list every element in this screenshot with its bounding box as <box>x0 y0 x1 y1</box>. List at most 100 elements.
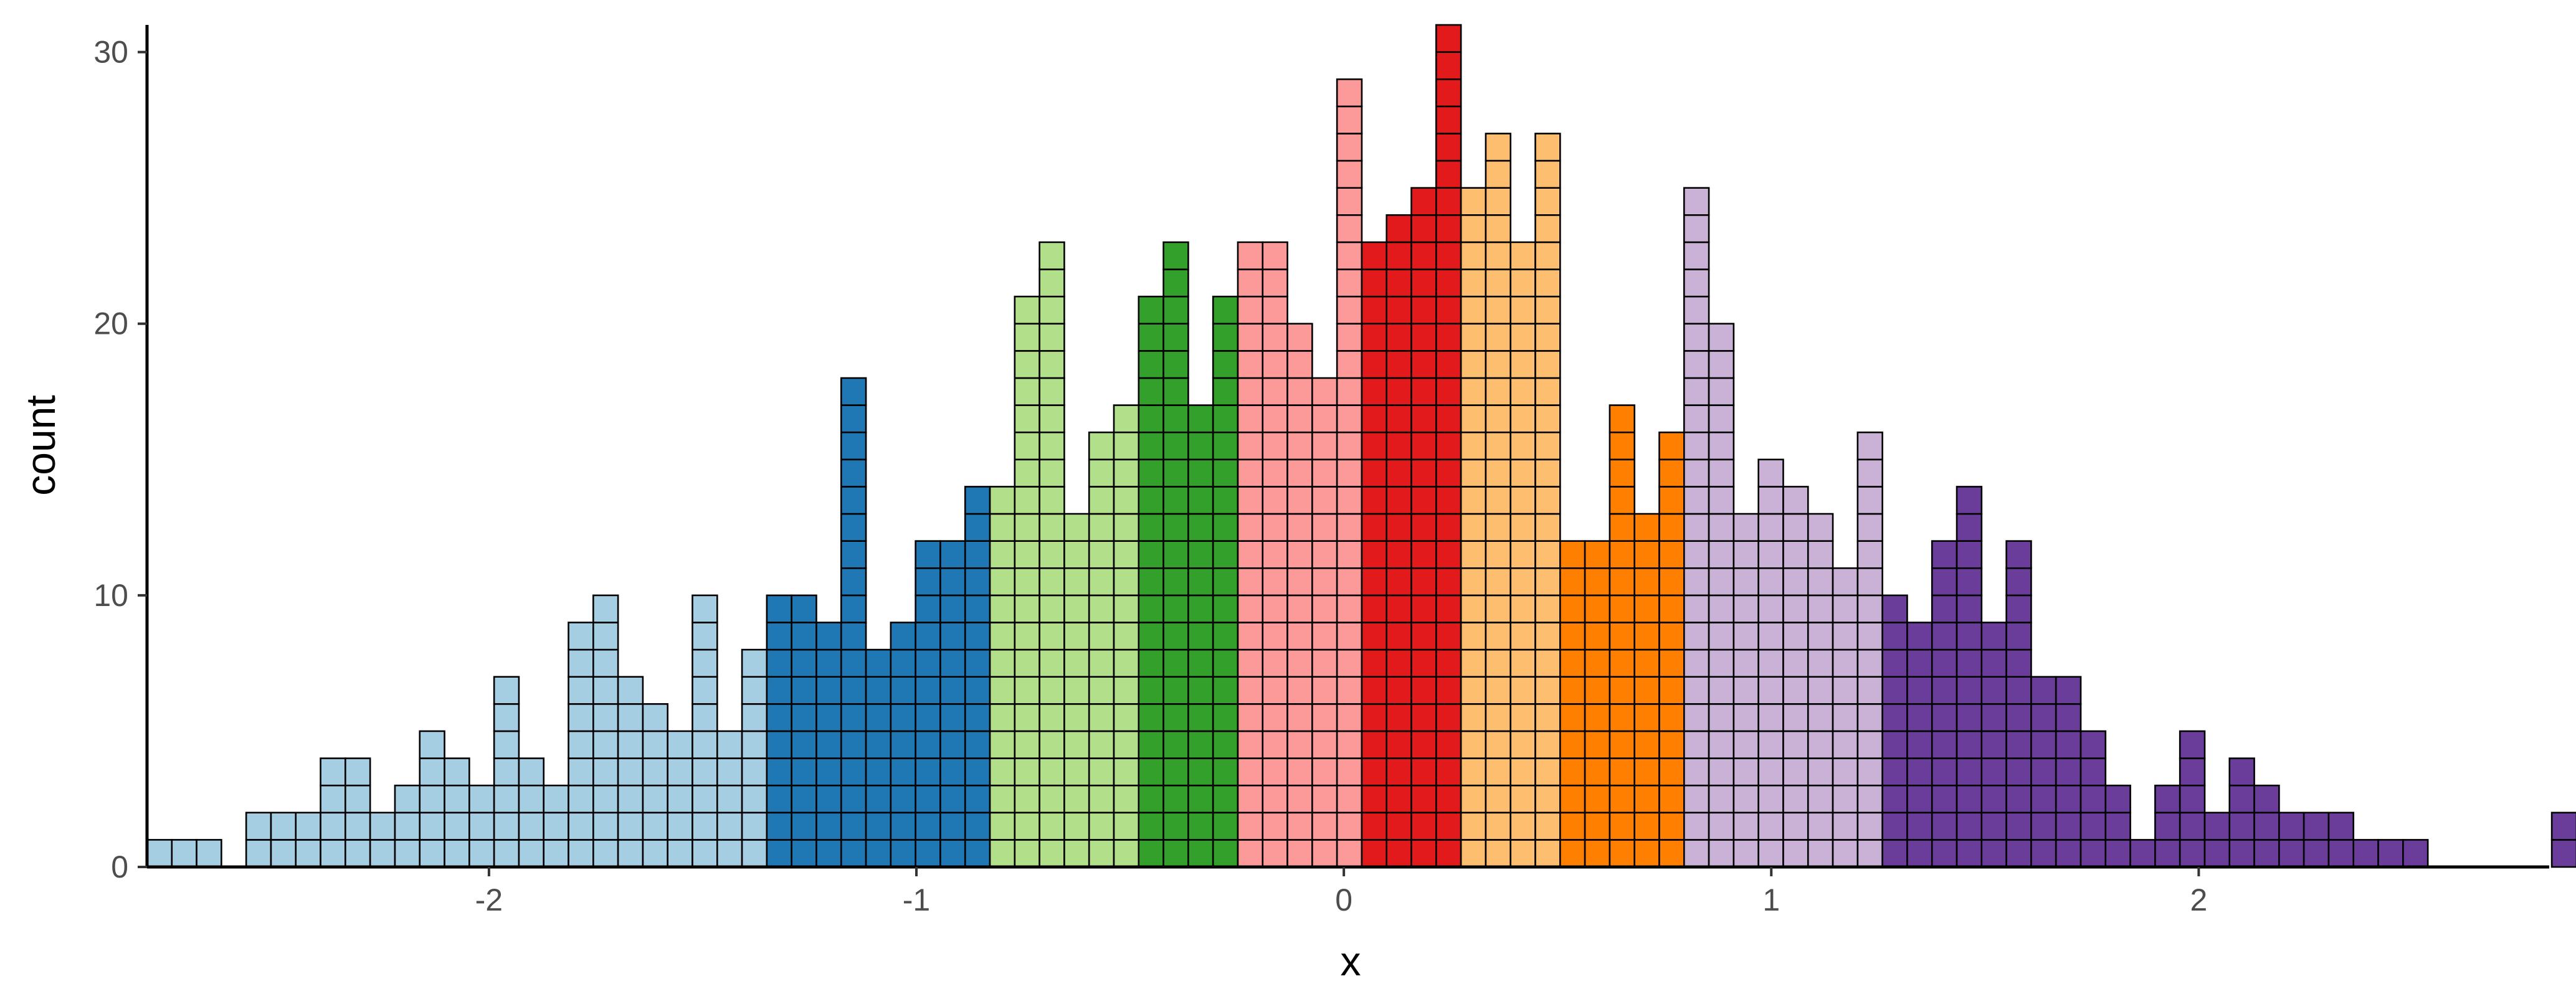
bar-cell <box>1187 622 1214 651</box>
bar-cell <box>1262 268 1288 298</box>
bar-cell <box>1063 730 1090 759</box>
bar-cell <box>394 839 421 868</box>
bar-cell <box>1485 540 1512 569</box>
bar-cell <box>568 703 594 732</box>
bar-cell <box>1485 567 1512 597</box>
bar-cell <box>1237 567 1264 597</box>
bar-cell <box>964 567 991 597</box>
bar-cell <box>815 703 842 732</box>
bar-cell <box>1683 377 1710 406</box>
bar-cell <box>2203 812 2231 841</box>
bar-cell <box>840 784 867 814</box>
bar-cell <box>1162 839 1189 868</box>
bar-cell <box>1485 486 1512 515</box>
bar-cell <box>1410 703 1437 732</box>
histogram-bar <box>2030 676 2057 868</box>
bar-cell <box>1162 784 1189 814</box>
histogram-bar <box>369 812 396 868</box>
bar-cell <box>1038 295 1065 325</box>
bar-cell <box>1708 350 1735 379</box>
bar-cell <box>667 784 693 814</box>
bar-cell <box>2179 757 2206 787</box>
bar-cell <box>1559 622 1586 651</box>
bar-cell <box>1534 513 1561 542</box>
bar-cell <box>815 730 842 759</box>
bar-cell <box>1683 839 1710 868</box>
bar-cell <box>815 839 842 868</box>
bar-cell <box>1708 784 1735 814</box>
bar-cell <box>1881 757 1908 787</box>
bar-cell <box>1460 458 1487 488</box>
bar-cell <box>1980 784 2007 814</box>
bar-cell <box>2179 784 2206 814</box>
bar-cell <box>1311 431 1338 461</box>
bar-cell <box>840 404 867 433</box>
bar-cell <box>1856 513 1883 542</box>
bar-cell <box>1014 676 1040 705</box>
bar-cell <box>865 648 892 678</box>
bar-cell <box>1113 648 1140 678</box>
bar-cell <box>1237 513 1264 542</box>
bar-cell <box>543 784 569 814</box>
bar-cell <box>989 540 1016 569</box>
bar-cell <box>1906 730 1933 759</box>
histogram-bar <box>1088 431 1115 868</box>
bar-cell <box>989 567 1016 597</box>
bar-cell <box>1435 567 1462 597</box>
bar-cell <box>518 757 545 787</box>
bar-cell <box>1138 323 1164 352</box>
bar-cell <box>493 703 520 732</box>
bar-cell <box>716 812 743 841</box>
histogram-bar <box>1906 622 1933 868</box>
bar-cell <box>1881 784 1908 814</box>
bar-cell <box>2104 784 2131 814</box>
bar-cell <box>1956 730 1983 759</box>
bar-cell <box>2550 812 2576 841</box>
bar-cell <box>1460 757 1487 787</box>
bar-cell <box>1782 567 1809 597</box>
bar-cell <box>1038 458 1065 488</box>
bar-cell <box>1683 784 1710 814</box>
bar-cell <box>840 486 867 515</box>
bar-cell <box>1237 540 1264 569</box>
bar-cell <box>617 784 644 814</box>
bar-cell <box>1757 594 1784 623</box>
bar-cell <box>1435 51 1462 80</box>
bar-cell <box>1014 839 1040 868</box>
bar-cell <box>1138 486 1164 515</box>
bar-cell <box>1212 812 1239 841</box>
bar-cell <box>1435 730 1462 759</box>
bar-cell <box>1534 839 1561 868</box>
bar-cell <box>1881 812 1908 841</box>
bar-cell <box>1534 540 1561 569</box>
bar-cell <box>1782 622 1809 651</box>
bar-cell <box>716 757 743 787</box>
bar-cell <box>1237 377 1264 406</box>
bar-cell <box>1385 839 1412 868</box>
histogram-bar <box>1435 24 1462 868</box>
bar-cell <box>865 812 892 841</box>
bar-cell <box>1286 784 1313 814</box>
histogram-bar <box>394 784 421 868</box>
bar-cell <box>1361 676 1388 705</box>
bar-cell <box>1410 431 1437 461</box>
bar-cell <box>1361 622 1388 651</box>
bar-cell <box>1460 703 1487 732</box>
bar-cell <box>1509 377 1536 406</box>
bar-cell <box>1956 703 1983 732</box>
bar-cell <box>320 812 346 841</box>
bar-cell <box>1385 622 1412 651</box>
bar-cell <box>1509 622 1536 651</box>
bar-cell <box>1014 648 1040 678</box>
bar-cell <box>1088 567 1115 597</box>
bar-cell <box>939 594 966 623</box>
histogram-bar <box>1956 486 1983 868</box>
bar-cell <box>1113 622 1140 651</box>
bar-cell <box>1361 757 1388 787</box>
bar-cell <box>1038 268 1065 298</box>
bar-cell <box>741 730 768 759</box>
bar-cell <box>1460 540 1487 569</box>
bar-cell <box>1014 730 1040 759</box>
bar-cell <box>865 757 892 787</box>
bar-cell <box>1410 458 1437 488</box>
